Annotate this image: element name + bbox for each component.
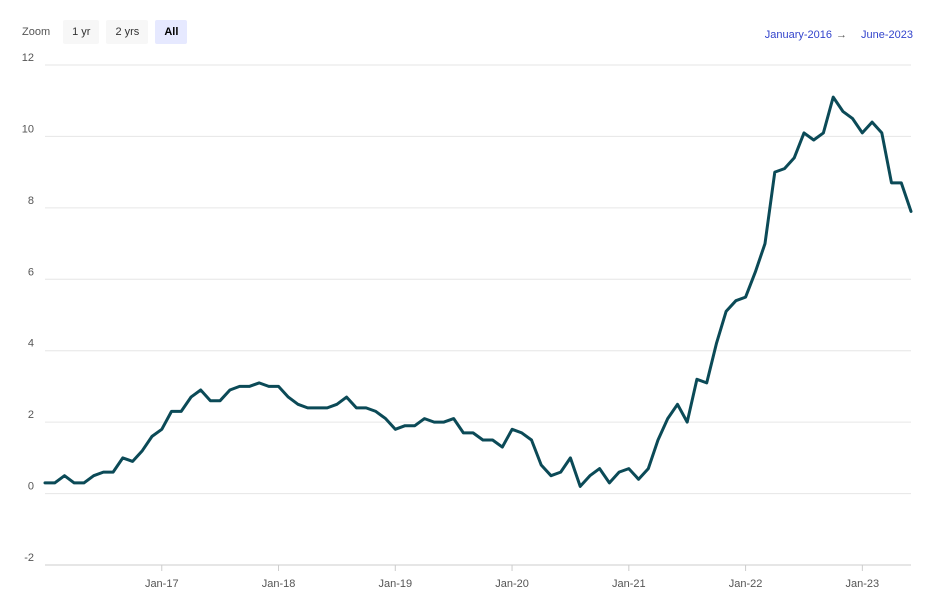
y-tick-label: 2 [28,409,34,421]
x-tick-label: Jan-19 [378,578,412,590]
zoom-all-button[interactable]: All [155,20,188,44]
zoom-2yrs-button[interactable]: 2 yrs [106,20,149,44]
y-tick-label: 10 [22,123,34,135]
x-tick-label: Jan-22 [729,578,763,590]
x-tick-label: Jan-21 [612,578,646,590]
zoom-toolbar: Zoom 1 yr 2 yrs All [22,20,188,44]
y-tick-label: 4 [28,338,34,350]
zoom-label: Zoom [22,26,51,38]
series-line [43,95,913,488]
x-tick-label: Jan-23 [846,578,880,590]
range-from-link[interactable]: January-2016 [764,29,832,41]
y-tick-label: 0 [28,481,34,493]
zoom-1yr-button[interactable]: 1 yr [63,20,100,44]
y-tick-label: 8 [28,195,34,207]
x-tick-label: Jan-17 [145,578,179,590]
y-tick-label: -2 [24,552,34,564]
y-tick-label: 12 [22,52,34,64]
range-arrow-icon: → [836,29,847,41]
range-to-link[interactable]: June-2023 [861,29,913,41]
range-start: January-2016 → [765,29,847,41]
x-tick-label: Jan-18 [262,578,296,590]
y-tick-label: 6 [28,266,34,278]
x-tick-label: Jan-20 [495,578,529,590]
date-range-selector: January-2016 → June-2023 [765,29,913,41]
